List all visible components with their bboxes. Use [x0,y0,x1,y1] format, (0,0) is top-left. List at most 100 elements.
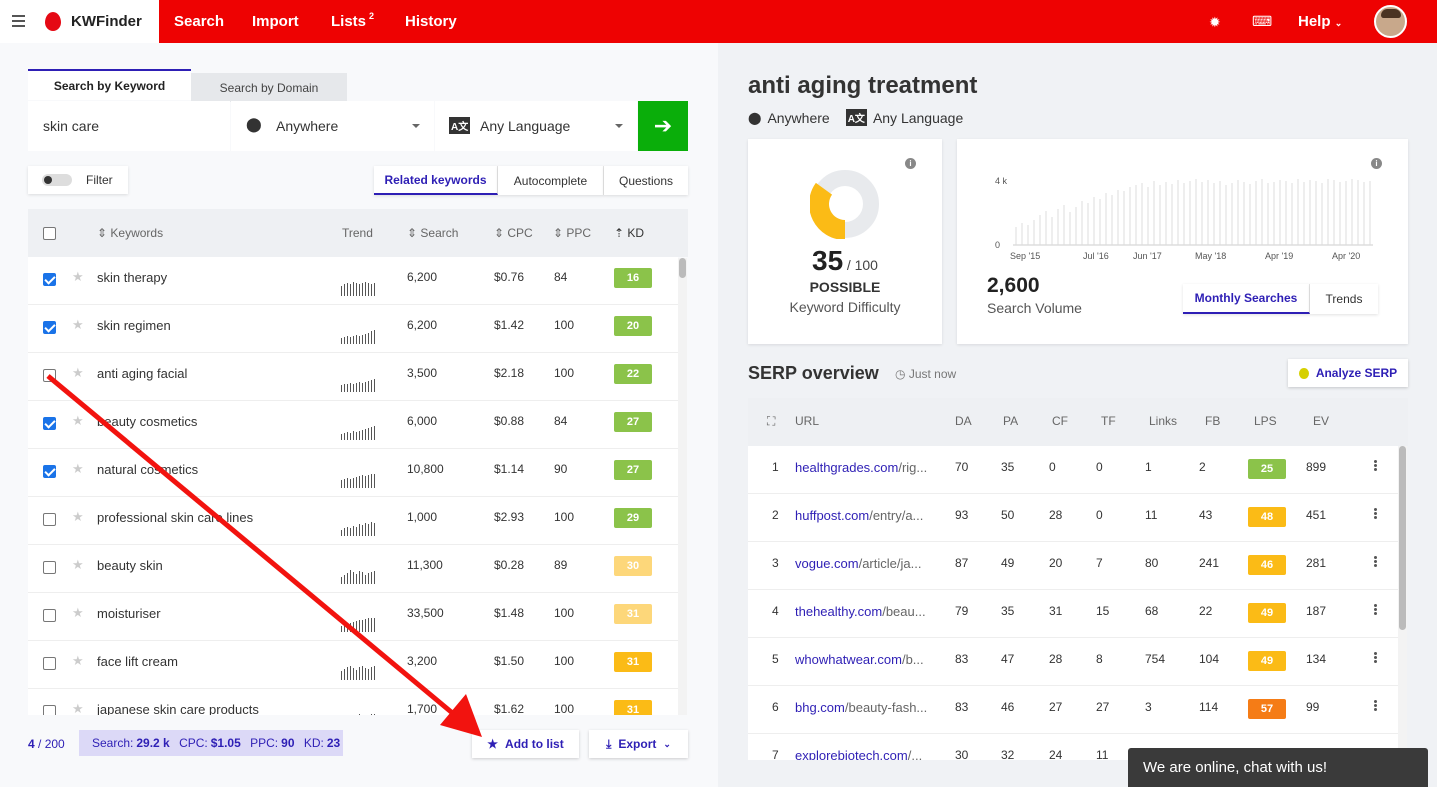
export-button[interactable]: ⤓ Export ⌄ [589,730,688,758]
col-ppc[interactable]: ⇕ PPC [553,226,592,240]
serp-url[interactable]: thehealthy.com/beau... [795,604,926,619]
serp-url[interactable]: bhg.com/beauty-fash... [795,700,927,715]
serp-domain[interactable]: whowhatwear.com [795,652,902,667]
select-all-checkbox[interactable] [43,227,56,240]
serp-domain[interactable]: bhg.com [795,700,845,715]
nav-history[interactable]: History [405,13,457,30]
toggle-switch[interactable] [42,174,72,186]
brand-name[interactable]: KWFinder [71,13,142,30]
serp-col-ev[interactable]: EV [1313,414,1330,428]
search-submit-button[interactable]: ➔ [638,101,688,151]
table-row[interactable]: ★ skin therapy 6,200 $0.76 84 16 [28,257,678,305]
tab-related-keywords[interactable]: Related keywords [374,166,498,195]
serp-col-pa[interactable]: PA [1003,414,1019,428]
more-options-icon[interactable] [1374,652,1378,664]
table-row[interactable]: ★ anti aging facial 3,500 $2.18 100 22 [28,353,678,401]
serp-domain[interactable]: thehealthy.com [795,604,883,619]
row-checkbox[interactable] [43,705,56,715]
info-icon[interactable]: i [1371,158,1382,169]
more-options-icon[interactable] [1374,460,1378,472]
keyword-input[interactable]: skin care [28,101,230,151]
serp-row[interactable]: 6 bhg.com/beauty-fash... 83 46 27 27 3 114 99 57 [748,686,1400,734]
serp-url[interactable]: vogue.com/article/ja... [795,556,921,571]
star-icon[interactable]: ★ [72,653,84,668]
keyword-text[interactable]: face lift cream [97,654,178,669]
table-row[interactable]: ★ natural cosmetics 10,800 $1.14 90 27 [28,449,678,497]
table-row[interactable]: ★ beauty skin 11,300 $0.28 89 30 [28,545,678,593]
gear-icon[interactable]: ✹ [1209,14,1221,30]
table-row[interactable]: ★ professional skin care lines 1,000 $2.93 1… [28,497,678,545]
col-kd[interactable]: ⇡ KD [614,226,645,240]
serp-col-da[interactable]: DA [955,414,972,428]
serp-row[interactable]: 4 thehealthy.com/beau... 79 35 31 15 68 22 187 49 [748,590,1400,638]
keyword-text[interactable]: japanese skin care products [97,702,259,715]
serp-col-cf[interactable]: CF [1052,414,1068,428]
serp-url[interactable]: healthgrades.com/rig... [795,460,927,475]
language-select[interactable]: A文 Any Language [435,101,637,151]
serp-domain[interactable]: vogue.com [795,556,859,571]
star-icon[interactable]: ★ [72,701,84,715]
row-checkbox[interactable] [43,657,56,670]
row-checkbox[interactable] [43,561,56,574]
col-keywords[interactable]: ⇕ Keywords [97,226,164,240]
chat-widget[interactable]: We are online, chat with us! [1128,748,1428,787]
info-icon[interactable]: i [905,158,916,169]
table-row[interactable]: ★ beauty cosmetics 6,000 $0.88 84 27 [28,401,678,449]
more-options-icon[interactable] [1374,604,1378,616]
table-row[interactable]: ★ moisturiser 33,500 $1.48 100 31 [28,593,678,641]
row-checkbox[interactable] [43,513,56,526]
tab-monthly-searches[interactable]: Monthly Searches [1183,284,1310,314]
star-icon[interactable]: ★ [72,461,84,476]
row-checkbox[interactable] [43,465,56,478]
add-to-list-button[interactable]: ★ Add to list [472,730,579,758]
filter-toggle[interactable]: Filter [28,166,128,194]
star-icon[interactable]: ★ [72,317,84,332]
star-icon[interactable]: ★ [72,509,84,524]
serp-row[interactable]: 7 explorebiotech.com/... 30 32 24 11 [748,734,1400,760]
keyboard-icon[interactable]: ⌨ [1252,13,1273,29]
expand-icon[interactable]: ⛶ [767,414,776,428]
hamburger-icon[interactable] [12,15,25,27]
star-icon[interactable]: ★ [72,365,84,380]
star-icon[interactable]: ★ [72,605,84,620]
serp-scrollbar[interactable] [1398,446,1407,760]
keyword-text[interactable]: moisturiser [97,606,161,621]
table-row[interactable]: ★ japanese skin care products 1,700 $1.62 10… [28,689,678,715]
keyword-text[interactable]: beauty skin [97,558,163,573]
serp-domain[interactable]: huffpost.com [795,508,870,523]
nav-import[interactable]: Import [252,13,299,30]
serp-col-tf[interactable]: TF [1101,414,1116,428]
location-select[interactable]: ⬤ Anywhere [231,101,434,151]
serp-url[interactable]: huffpost.com/entry/a... [795,508,923,523]
star-icon[interactable]: ★ [72,557,84,572]
row-checkbox[interactable] [43,609,56,622]
keyword-text[interactable]: skin therapy [97,270,168,285]
serp-url[interactable]: whowhatwear.com/b... [795,652,924,667]
col-cpc[interactable]: ⇕ CPC [494,226,533,240]
tab-search-by-domain[interactable]: Search by Domain [191,73,347,102]
serp-col-fb[interactable]: FB [1205,414,1221,428]
row-checkbox[interactable] [43,321,56,334]
serp-row[interactable]: 5 whowhatwear.com/b... 83 47 28 8 754 104 134 49 [748,638,1400,686]
avatar[interactable] [1374,5,1407,38]
nav-lists[interactable]: Lists 2 [331,11,374,30]
serp-row[interactable]: 2 huffpost.com/entry/a... 93 50 28 0 11 43 451 48 [748,494,1400,542]
serp-row[interactable]: 1 healthgrades.com/rig... 70 35 0 0 1 2 899 25 [748,446,1400,494]
serp-col-links[interactable]: Links [1149,414,1178,428]
tab-autocomplete[interactable]: Autocomplete [498,166,604,195]
keyword-table-scrollbar[interactable] [678,258,687,715]
analyze-serp-button[interactable]: Analyze SERP [1288,359,1408,387]
tab-search-by-keyword[interactable]: Search by Keyword [28,69,191,100]
nav-search[interactable]: Search [174,13,225,30]
tab-trends[interactable]: Trends [1310,284,1378,314]
tab-questions[interactable]: Questions [604,166,688,195]
serp-url[interactable]: explorebiotech.com/... [795,748,922,760]
more-options-icon[interactable] [1374,508,1378,520]
row-checkbox[interactable] [43,273,56,286]
col-search[interactable]: ⇕ Search [407,226,459,240]
table-row[interactable]: ★ skin regimen 6,200 $1.42 100 20 [28,305,678,353]
keyword-text[interactable]: anti aging facial [97,366,188,381]
serp-domain[interactable]: healthgrades.com [795,460,899,475]
nav-help[interactable]: Help ⌄ [1298,13,1342,30]
keyword-text[interactable]: natural cosmetics [97,462,199,477]
